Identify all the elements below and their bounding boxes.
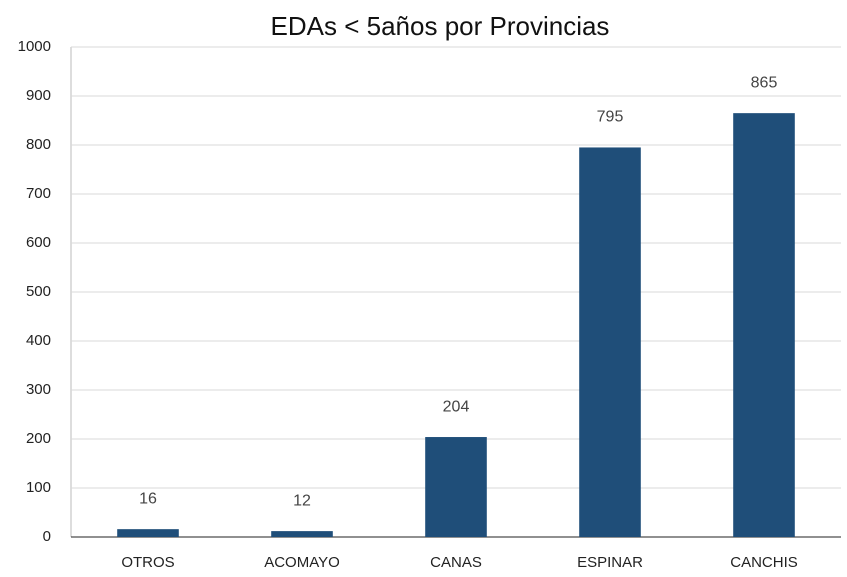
y-tick-label: 300 xyxy=(26,381,51,398)
x-tick-label: ESPINAR xyxy=(577,554,643,571)
y-tick-label: 800 xyxy=(26,136,51,153)
x-tick-label: CANCHIS xyxy=(730,554,798,571)
y-tick-label: 500 xyxy=(26,283,51,300)
x-tick-label: CANAS xyxy=(430,554,482,571)
y-tick-label: 700 xyxy=(26,185,51,202)
y-tick-label: 200 xyxy=(26,430,51,447)
value-label: 16 xyxy=(139,490,157,507)
y-tick-label: 900 xyxy=(26,87,51,104)
chart-title: EDAs < 5años por Provincias xyxy=(271,11,610,41)
bar xyxy=(117,529,179,537)
value-label: 12 xyxy=(293,492,311,509)
y-tick-label: 100 xyxy=(26,479,51,496)
bar xyxy=(733,113,795,538)
y-tick-label: 400 xyxy=(26,332,51,349)
value-label: 204 xyxy=(443,398,470,415)
y-tick-label: 0 xyxy=(43,528,51,545)
value-label: 865 xyxy=(751,74,778,91)
y-tick-label: 600 xyxy=(26,234,51,251)
value-label: 795 xyxy=(597,109,624,126)
x-tick-label: ACOMAYO xyxy=(264,554,340,571)
bar xyxy=(579,147,641,537)
bar xyxy=(271,531,333,537)
y-tick-label: 1000 xyxy=(18,38,51,55)
x-tick-label: OTROS xyxy=(121,554,174,571)
bar xyxy=(425,437,487,537)
